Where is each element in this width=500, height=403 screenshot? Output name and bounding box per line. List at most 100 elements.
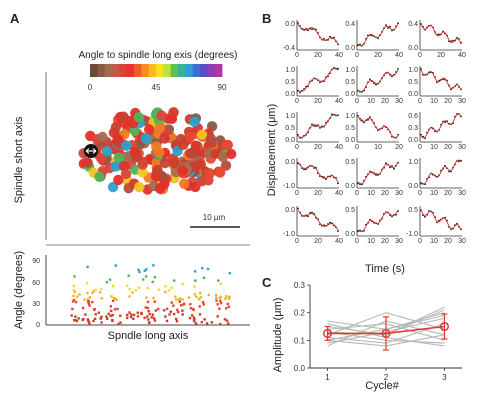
angle-point xyxy=(87,301,90,304)
angle-point xyxy=(99,317,102,320)
subplot-xtick: 20 xyxy=(437,52,445,59)
angle-point xyxy=(175,298,178,301)
spindle-dot xyxy=(110,161,121,172)
subplot-data-point xyxy=(323,38,325,40)
colorbar-tick-90: 90 xyxy=(218,83,227,92)
angle-point xyxy=(86,318,90,321)
amp-mean-point xyxy=(439,321,450,332)
angle-point xyxy=(164,285,167,288)
subplot-data-point xyxy=(369,116,371,118)
subplot-ytick: 1.0 xyxy=(285,67,295,74)
angle-point xyxy=(181,313,184,316)
angle-point xyxy=(136,311,139,314)
colorbar-cell xyxy=(156,64,164,77)
spindle-dot xyxy=(94,171,105,182)
subplot-data-point xyxy=(307,29,309,32)
angle-point xyxy=(110,309,113,313)
subplot-data-point xyxy=(309,212,311,214)
angle-point xyxy=(193,320,196,323)
subplot-data-point xyxy=(393,167,395,170)
angle-point xyxy=(167,289,170,292)
subplot-xtick: 0 xyxy=(355,52,359,59)
subplot-data-point xyxy=(329,221,331,224)
amp-ytick-label: 0.0 xyxy=(294,364,306,373)
angle-point xyxy=(140,312,143,315)
angle-point xyxy=(193,317,196,321)
scatter-ytick-0: 0 xyxy=(36,322,40,329)
subplot-data-point xyxy=(456,222,458,225)
subplot-ytick: 0.0 xyxy=(408,183,418,190)
angle-point xyxy=(227,322,230,325)
angle-point xyxy=(169,310,172,313)
angle-point xyxy=(218,307,221,310)
spindle-dot xyxy=(195,159,206,170)
subplot-data-point xyxy=(456,37,458,39)
angle-point xyxy=(83,298,86,301)
angle-point xyxy=(76,295,79,298)
colorbar-cell xyxy=(119,64,128,77)
subplot-xtick: 0 xyxy=(295,238,299,245)
angle-point xyxy=(86,291,89,295)
subplots: 0.0-0.40 20 400.40.00 20 400.40.00 20 401.00.5… xyxy=(283,20,466,245)
subplot-data-point xyxy=(448,170,450,173)
angle-point xyxy=(138,286,141,289)
angle-point xyxy=(151,280,154,284)
subplot-xtick: 20 xyxy=(314,144,322,151)
spindle-dot xyxy=(97,131,108,143)
angle-point xyxy=(71,307,74,311)
angle-point xyxy=(194,322,198,325)
subplot-data-point xyxy=(438,33,440,36)
spindle-dot xyxy=(121,140,132,151)
angle-point xyxy=(108,278,112,281)
subplot-fit-line xyxy=(357,69,399,93)
subplot-fit-line xyxy=(420,69,462,91)
subplot-data-point xyxy=(420,133,422,136)
angle-point xyxy=(128,288,131,291)
subplot-xtick: 40 xyxy=(395,52,403,59)
amp-xtick-label: 1 xyxy=(325,373,330,382)
angle-point xyxy=(144,275,148,278)
colorbar: Angle to spindle long exis (degrees) 0 4… xyxy=(79,50,238,92)
subplot-fit-line xyxy=(297,114,339,138)
subplot-ytick: 0.5 xyxy=(345,79,355,86)
angle-point xyxy=(176,308,179,311)
subplot-xtick: 0 xyxy=(355,144,359,151)
angle-point xyxy=(181,298,184,301)
colorbar-cell xyxy=(90,64,98,77)
angle-point xyxy=(194,270,197,273)
angle-point xyxy=(109,314,112,318)
scatter-x-label: Spndle long axis xyxy=(108,330,189,342)
subplot-fit-line xyxy=(420,159,462,185)
subplot-ytick: 1.0 xyxy=(408,67,418,74)
angle-point xyxy=(86,265,89,269)
angle-point xyxy=(181,309,184,312)
angle-point xyxy=(145,268,148,271)
spindle-dot xyxy=(159,157,171,169)
angle-point xyxy=(146,300,150,304)
angle-point xyxy=(113,308,117,311)
spindle-dot xyxy=(203,168,215,179)
angle-point xyxy=(198,305,201,308)
angle-point xyxy=(128,295,131,298)
scatter-ytick-30: 30 xyxy=(32,301,40,308)
spindle-dot xyxy=(118,111,129,122)
spindle-dot xyxy=(221,139,232,151)
angle-point xyxy=(181,282,184,286)
spindle-dot xyxy=(113,152,125,163)
spindle-dot xyxy=(220,160,232,171)
subplot-ytick: 0.0 xyxy=(285,91,295,98)
angle-point xyxy=(223,318,227,321)
subplot-ytick: 1.0 xyxy=(345,113,355,120)
subplot-ytick: 0.0 xyxy=(285,21,295,28)
subplot-ytick: 0.5 xyxy=(408,207,418,214)
angle-point xyxy=(173,279,176,282)
angle-point xyxy=(175,320,179,323)
angle-point xyxy=(174,295,177,298)
subplot-fit-line xyxy=(357,209,399,233)
angle-point xyxy=(132,317,135,320)
subplot-ytick: 0.0 xyxy=(408,137,418,144)
angle-point xyxy=(191,314,194,317)
subplot-xtick: 0 xyxy=(418,144,422,151)
panel-label-b: B xyxy=(262,11,271,26)
